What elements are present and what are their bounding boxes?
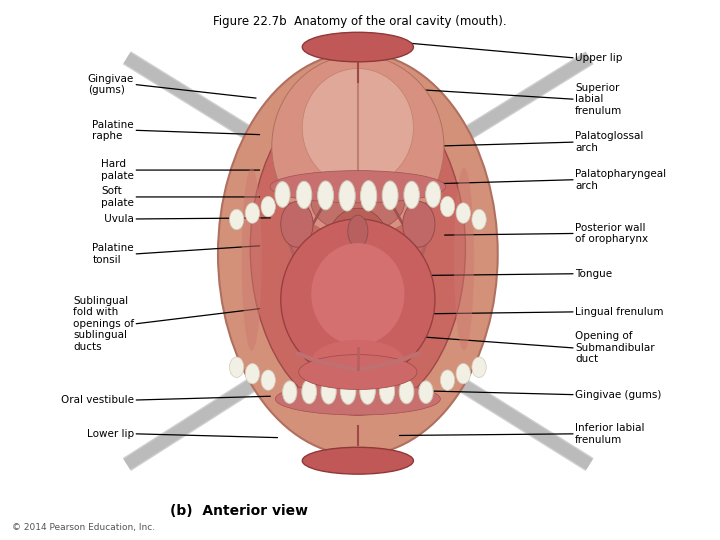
Text: Uvula: Uvula [102,214,134,224]
Ellipse shape [282,381,297,403]
Text: Lingual frenulum: Lingual frenulum [575,307,664,317]
Ellipse shape [341,377,356,404]
Text: Palatine
raphe: Palatine raphe [92,119,134,141]
Ellipse shape [242,168,262,350]
Text: Opening of
Submandibular
duct: Opening of Submandibular duct [575,332,654,364]
Ellipse shape [302,447,413,474]
Text: Oral vestibule: Oral vestibule [61,395,134,405]
Text: Upper lip: Upper lip [575,53,623,63]
Ellipse shape [328,208,388,278]
Ellipse shape [348,215,368,247]
Ellipse shape [318,181,333,210]
Ellipse shape [230,357,244,377]
Text: Tongue: Tongue [575,269,612,279]
Ellipse shape [261,197,275,217]
Ellipse shape [302,69,413,187]
Ellipse shape [311,340,405,383]
Ellipse shape [441,197,454,217]
Text: Palatine
tonsil: Palatine tonsil [92,243,134,265]
Text: Sublingual
fold with
openings of
sublingual
ducts: Sublingual fold with openings of subling… [73,295,134,352]
Text: (b)  Anterior view: (b) Anterior view [170,504,308,518]
Ellipse shape [302,380,317,404]
Ellipse shape [472,210,486,230]
Text: Superior
labial
frenulum: Superior labial frenulum [575,83,622,116]
Text: Gingivae (gums): Gingivae (gums) [575,390,662,400]
Text: Soft
palate: Soft palate [102,186,134,208]
Ellipse shape [472,357,486,377]
Ellipse shape [399,380,414,404]
Text: Inferior labial
frenulum: Inferior labial frenulum [575,423,644,444]
Ellipse shape [275,383,441,415]
Ellipse shape [379,379,395,404]
Ellipse shape [426,181,441,207]
Ellipse shape [230,210,244,230]
Text: Lower lip: Lower lip [87,429,134,439]
Ellipse shape [456,363,470,384]
Ellipse shape [441,370,454,390]
Ellipse shape [339,181,355,211]
Ellipse shape [251,82,465,415]
Ellipse shape [360,377,375,404]
Text: Posterior wall
of oropharynx: Posterior wall of oropharynx [575,222,648,244]
Ellipse shape [281,219,435,380]
Ellipse shape [361,181,377,211]
Text: Palatopharyngeal
arch: Palatopharyngeal arch [575,169,666,191]
Ellipse shape [281,201,313,247]
Ellipse shape [299,355,417,389]
Ellipse shape [311,243,405,345]
Ellipse shape [261,370,275,390]
Ellipse shape [246,203,260,223]
Ellipse shape [419,381,433,403]
Text: © 2014 Pearson Education, Inc.: © 2014 Pearson Education, Inc. [12,523,156,532]
Ellipse shape [404,181,419,208]
Ellipse shape [456,203,470,223]
Ellipse shape [218,52,498,455]
Ellipse shape [271,55,444,238]
Ellipse shape [402,201,435,247]
Ellipse shape [454,168,474,350]
Text: Figure 22.7b  Anatomy of the oral cavity (mouth).: Figure 22.7b Anatomy of the oral cavity … [213,15,507,28]
Text: Gingivae
(gums): Gingivae (gums) [88,74,134,96]
Ellipse shape [246,363,260,384]
Text: Palatoglossal
arch: Palatoglossal arch [575,131,644,153]
Ellipse shape [270,171,446,203]
Ellipse shape [302,32,413,62]
Ellipse shape [297,181,312,208]
Ellipse shape [275,181,290,207]
Ellipse shape [311,173,405,232]
Text: Hard
palate: Hard palate [102,159,134,181]
Ellipse shape [382,181,398,210]
Ellipse shape [321,379,336,404]
